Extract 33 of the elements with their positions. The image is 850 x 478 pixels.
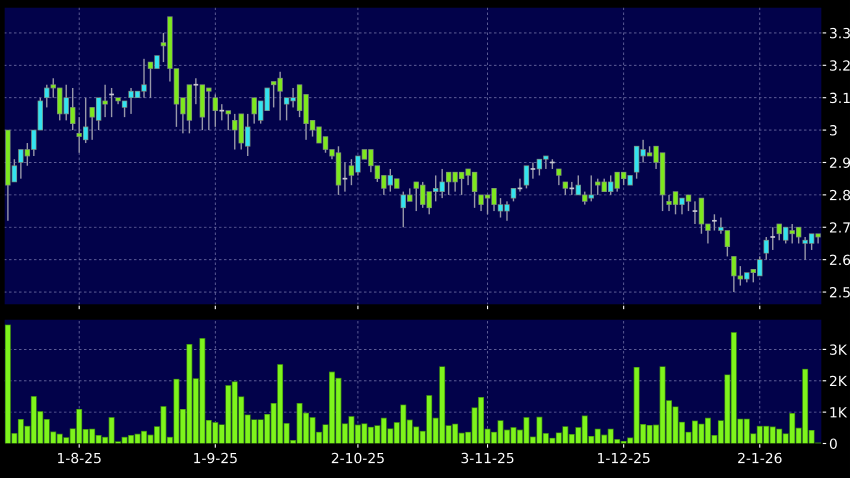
x-tick-label: 2-10-25 [332, 452, 384, 464]
candlestick [549, 158, 556, 170]
candlestick [556, 168, 562, 186]
x-tick-label: 2-1-26 [738, 452, 782, 464]
candlestick [212, 94, 218, 128]
candlestick [764, 236, 769, 260]
y-tick-label: 2K [830, 376, 848, 386]
candlestick [692, 200, 698, 225]
candlestick [226, 110, 231, 131]
x-tick-label: 1-12-25 [598, 452, 650, 464]
x-tick-label: 3-11-25 [461, 452, 514, 464]
candlestick [510, 188, 516, 202]
candlestick [342, 162, 348, 192]
y-tick-label: 2.9 [830, 157, 850, 168]
x-tick-label: 1-8-25 [58, 452, 101, 464]
candlestick [524, 165, 530, 190]
x-tick-label: 1-9-25 [194, 452, 237, 464]
candlestick [108, 87, 115, 118]
y-tick-label: 2.7 [830, 222, 850, 233]
y-tick-label: 3.2 [830, 60, 850, 71]
candlestick [530, 162, 536, 180]
y-tick-label: 2.6 [830, 254, 850, 266]
y-tick-label: 1K [830, 407, 848, 418]
y-tick-label: 3 [830, 125, 837, 136]
y-tick-label: 3K [830, 344, 848, 355]
y-tick-label: 2.8 [830, 190, 850, 200]
y-tick-label: 3.1 [830, 92, 850, 104]
y-tick-label: 3.3 [830, 28, 850, 38]
candlestick [562, 181, 568, 196]
y-tick-label: 0 [830, 438, 837, 449]
candlestick [770, 226, 776, 251]
candlestick [516, 178, 524, 192]
y-tick-label: 2.5 [830, 287, 850, 298]
